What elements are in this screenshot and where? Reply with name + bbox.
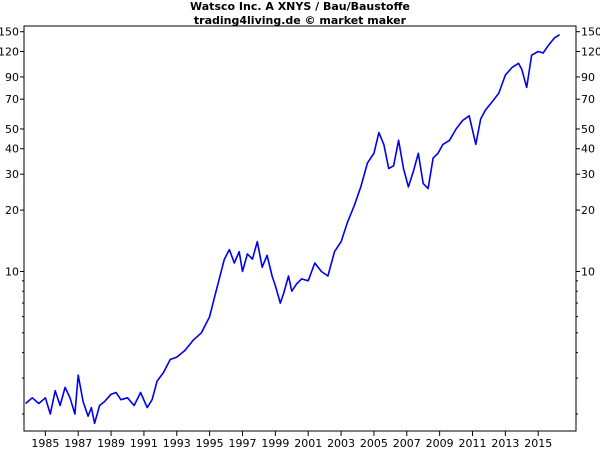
x-tick-label: 2009 [426, 437, 454, 450]
y-tick-label-left: 20 [5, 204, 19, 217]
price-line [25, 34, 561, 425]
x-tick-label: 1991 [130, 437, 158, 450]
chart-title: Watsco Inc. A XNYS / Bau/Baustoffe [190, 0, 410, 13]
y-tick-label-right: 30 [581, 168, 595, 181]
y-tick-label-right: 40 [581, 143, 595, 156]
y-tick-label-left: 40 [5, 143, 19, 156]
y-tick-label-left: 30 [5, 168, 19, 181]
x-tick-label: 1999 [261, 437, 289, 450]
x-tick-label: 2003 [327, 437, 355, 450]
y-tick-label-right: 150 [581, 26, 600, 39]
x-tick-label: 2001 [294, 437, 322, 450]
x-tick-label: 2013 [491, 437, 519, 450]
y-tick-label-left: 90 [5, 71, 19, 84]
series-layer [25, 34, 561, 425]
x-tick-label: 2011 [459, 437, 487, 450]
x-tick-label: 1987 [64, 437, 92, 450]
x-tick-label: 2007 [393, 437, 421, 450]
y-tick-label-right: 70 [581, 93, 595, 106]
x-tick-label: 1993 [163, 437, 191, 450]
y-tick-label-left: 150 [0, 26, 19, 39]
x-tick-label: 2005 [360, 437, 388, 450]
y-tick-label-right: 20 [581, 204, 595, 217]
y-tick-label-right: 50 [581, 123, 595, 136]
x-tick-label: 1997 [229, 437, 257, 450]
plot-area-frame [23, 25, 577, 432]
y-tick-label-left: 70 [5, 93, 19, 106]
y-tick-label-right: 90 [581, 71, 595, 84]
x-tick-label: 1995 [196, 437, 224, 450]
y-tick-label-left: 50 [5, 123, 19, 136]
x-tick-label: 2015 [524, 437, 552, 450]
x-tick-label: 1985 [31, 437, 59, 450]
y-tick-label-left: 10 [5, 265, 19, 278]
y-tick-label-right: 10 [581, 265, 595, 278]
y-tick-label-left: 120 [0, 45, 19, 58]
x-tick-label: 1989 [97, 437, 125, 450]
y-tick-label-right: 120 [581, 45, 600, 58]
axes: 1985 1987 1989 1991 1993 1995 1997 1999 2001 2003… [0, 26, 600, 450]
chart-subtitle: trading4living.de © market maker [194, 14, 407, 27]
